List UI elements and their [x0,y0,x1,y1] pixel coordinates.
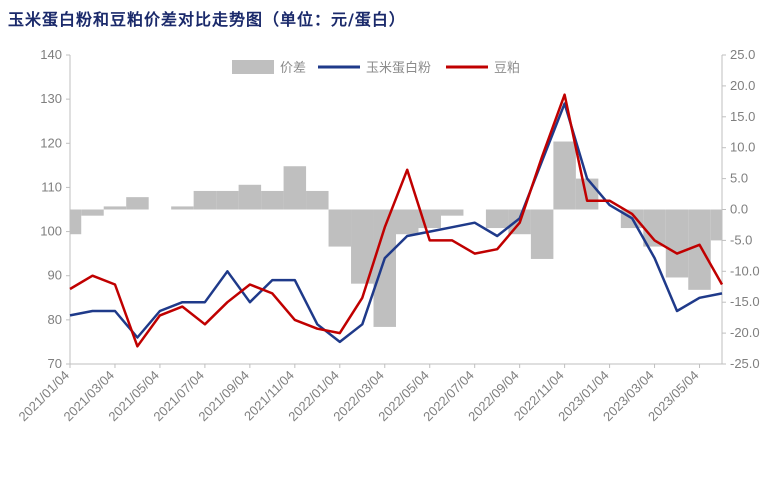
spread-area-bar [238,184,262,210]
right-tick-label: 25.0 [730,47,755,62]
right-tick-label: 15.0 [730,109,755,124]
spread-area-bar [665,209,689,278]
spread-area-bar [643,209,666,247]
spread-area-bar [261,190,284,210]
soymeal-line [69,93,724,348]
spread-area-bar [216,190,239,210]
left-tick-label: 80 [48,312,62,327]
spread-area-bar [126,197,149,210]
spread-area-bar [575,178,599,210]
right-tick-label: -20.0 [730,325,760,340]
legend-label: 豆粕 [494,61,520,76]
spread-area-bar [530,209,554,259]
spread-area-bar [171,206,194,210]
right-tick-label: -15.0 [730,294,760,309]
spread-area-bar [193,190,217,210]
left-tick-label: 90 [48,268,62,283]
right-tick-label: -10.0 [730,263,760,278]
spread-area-bar [396,209,419,235]
spread-area-bar [103,206,127,210]
spread-area-layer [70,141,722,327]
spread-area-bar [81,209,104,216]
spread-area-bar [283,166,307,210]
right-tick-label: -25.0 [730,356,760,371]
right-tick-label: 0.0 [730,202,748,217]
spread-area-bar [351,209,374,284]
right-tick-label: 20.0 [730,78,755,93]
left-tick-label: 130 [40,91,62,106]
right-tick-label: 10.0 [730,140,755,155]
spread-area-bar [328,209,352,247]
right-tick-label: -5.0 [730,232,752,247]
legend-swatch-spread [232,60,274,74]
left-tick-label: 110 [41,179,62,194]
left-tick-label: 70 [48,356,62,371]
spread-area-bar [373,209,396,327]
left-tick-label: 120 [40,135,62,150]
spread-area-bar [485,209,509,229]
left-tick-label: 100 [40,224,62,239]
legend-label: 玉米蛋白粉 [366,60,431,76]
spread-area-bar [306,190,329,210]
spread-area-bar [440,209,464,216]
spread-area-bar [688,209,711,290]
corn-gluten-meal-line [69,102,723,344]
spread-area-bar [70,209,82,235]
spread-area-bar [553,141,576,210]
price-lines-layer [69,93,724,348]
legend-label: 价差 [280,61,306,76]
left-tick-label: 140 [40,47,62,62]
legend: 价差 玉米蛋白粉 豆粕 [232,60,520,76]
chart-title: 玉米蛋白粉和豆粕价差对比走势图（单位：元/蛋白） [8,10,406,29]
right-tick-label: 5.0 [730,171,748,186]
spread-area-bar [710,209,722,241]
